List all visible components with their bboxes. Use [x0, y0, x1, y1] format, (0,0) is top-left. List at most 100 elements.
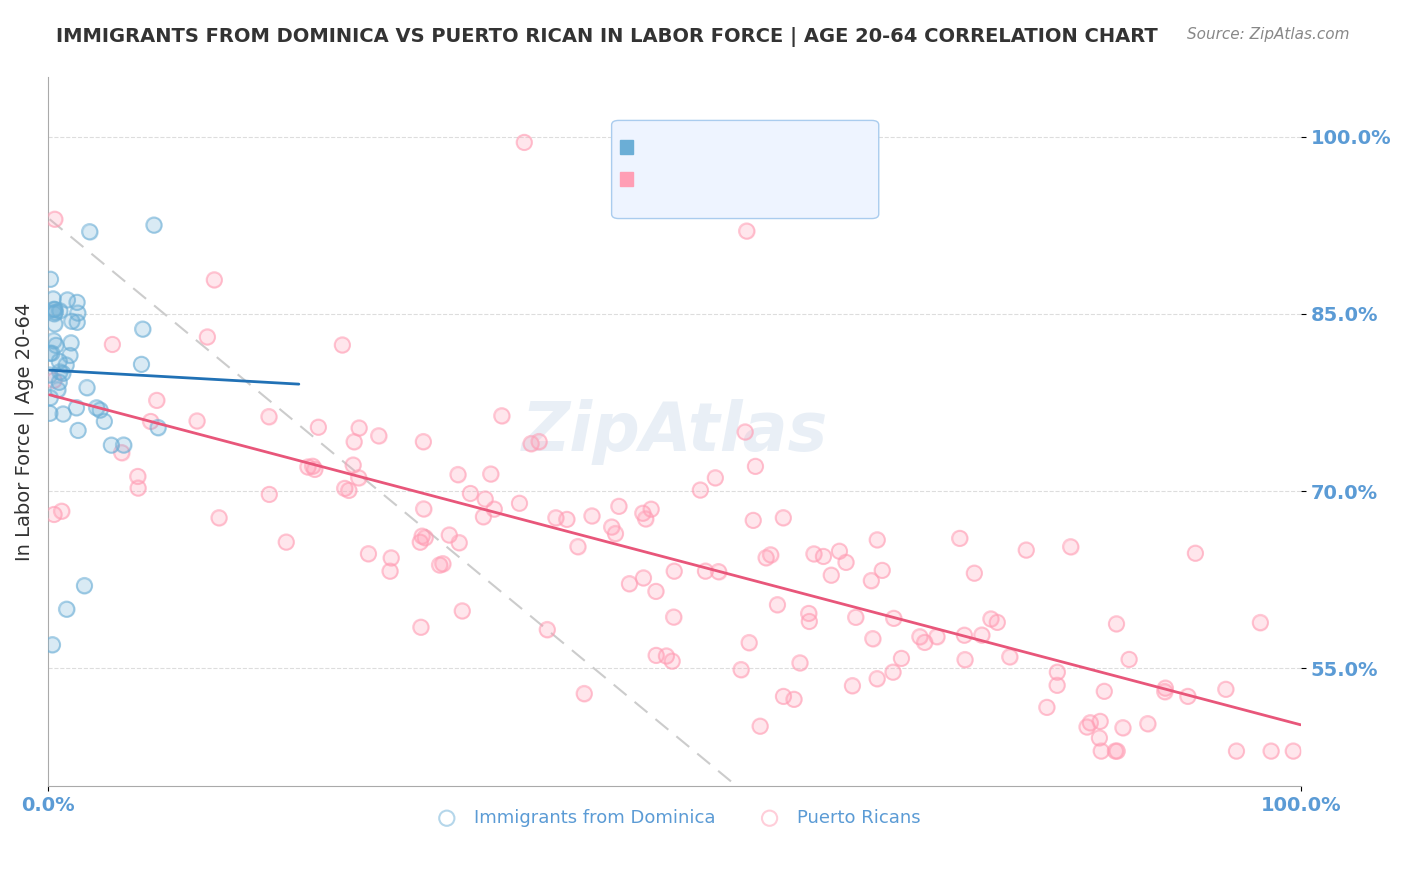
Point — [600, 520, 623, 534]
Point — [202, 273, 225, 287]
Point — [1046, 678, 1069, 692]
Point — [66, 306, 89, 320]
Point — [38, 368, 60, 382]
Point — [412, 502, 434, 516]
Point — [1046, 665, 1069, 680]
Point — [1215, 682, 1237, 697]
Point — [44, 302, 66, 317]
Point — [89, 403, 111, 417]
Point — [48, 354, 70, 368]
Point — [45, 338, 67, 352]
Point — [1104, 744, 1126, 758]
Point — [472, 509, 495, 524]
Point — [79, 225, 101, 239]
Point — [1154, 681, 1177, 695]
Text: 45: 45 — [790, 145, 813, 162]
Point — [544, 510, 567, 524]
Point — [1036, 700, 1059, 714]
Point — [186, 414, 208, 428]
Point — [662, 564, 685, 578]
Point — [411, 529, 433, 543]
Point — [41, 346, 63, 360]
Point — [337, 483, 360, 498]
Point — [949, 532, 972, 546]
Point — [799, 615, 821, 629]
Point — [607, 500, 630, 514]
Point — [1078, 715, 1101, 730]
Point — [772, 510, 794, 524]
Point — [409, 535, 432, 549]
Point — [429, 558, 451, 572]
Point — [1078, 715, 1101, 730]
Point — [963, 566, 986, 581]
Point — [1104, 744, 1126, 758]
Point — [100, 438, 122, 452]
Point — [76, 380, 98, 394]
Point — [449, 535, 471, 549]
Point — [1088, 731, 1111, 745]
Point — [429, 558, 451, 572]
Point — [536, 623, 558, 637]
Point — [76, 380, 98, 394]
Point — [883, 611, 905, 625]
Point — [970, 628, 993, 642]
Point — [735, 224, 758, 238]
Point — [633, 571, 655, 585]
Point — [38, 346, 60, 360]
Point — [491, 409, 513, 423]
Point — [42, 508, 65, 522]
Point — [146, 420, 169, 434]
Point — [330, 338, 353, 352]
Point — [186, 414, 208, 428]
Point — [813, 549, 835, 564]
Point — [949, 532, 972, 546]
Point — [645, 648, 668, 663]
Point — [60, 314, 83, 328]
Point — [208, 510, 231, 524]
Point — [412, 434, 434, 449]
Point — [195, 330, 218, 344]
Point — [789, 656, 811, 670]
Point — [644, 584, 666, 599]
Point — [259, 487, 281, 501]
Point — [914, 635, 936, 649]
Point — [409, 535, 432, 549]
Point — [567, 540, 589, 554]
Point — [330, 338, 353, 352]
Point — [527, 434, 550, 449]
Point — [581, 508, 603, 523]
Point — [645, 648, 668, 663]
Point — [44, 317, 66, 331]
Point — [59, 349, 82, 363]
Point — [640, 502, 662, 516]
Point — [45, 338, 67, 352]
Point — [1088, 731, 1111, 745]
Point — [112, 438, 135, 452]
Point — [39, 272, 62, 286]
Point — [342, 458, 364, 472]
Point — [447, 467, 470, 482]
Point — [39, 391, 62, 405]
Text: IMMIGRANTS FROM DOMINICA VS PUERTO RICAN IN LABOR FORCE | AGE 20-64 CORRELATION : IMMIGRANTS FROM DOMINICA VS PUERTO RICAN… — [56, 27, 1159, 46]
Point — [755, 550, 778, 565]
Text: N =: N = — [749, 145, 780, 162]
Point — [1088, 714, 1111, 729]
Point — [413, 531, 436, 545]
Point — [66, 295, 89, 310]
Point — [772, 690, 794, 704]
Point — [803, 547, 825, 561]
Point — [953, 652, 976, 666]
Point — [1046, 678, 1069, 692]
Point — [661, 654, 683, 668]
Point — [544, 510, 567, 524]
Point — [79, 225, 101, 239]
Point — [42, 334, 65, 348]
Point — [51, 504, 73, 518]
Point — [73, 578, 96, 592]
Point — [1215, 682, 1237, 697]
Point — [347, 421, 370, 435]
Point — [970, 628, 993, 642]
Point — [439, 528, 461, 542]
Y-axis label: In Labor Force | Age 20-64: In Labor Force | Age 20-64 — [15, 303, 35, 561]
Point — [1184, 546, 1206, 560]
